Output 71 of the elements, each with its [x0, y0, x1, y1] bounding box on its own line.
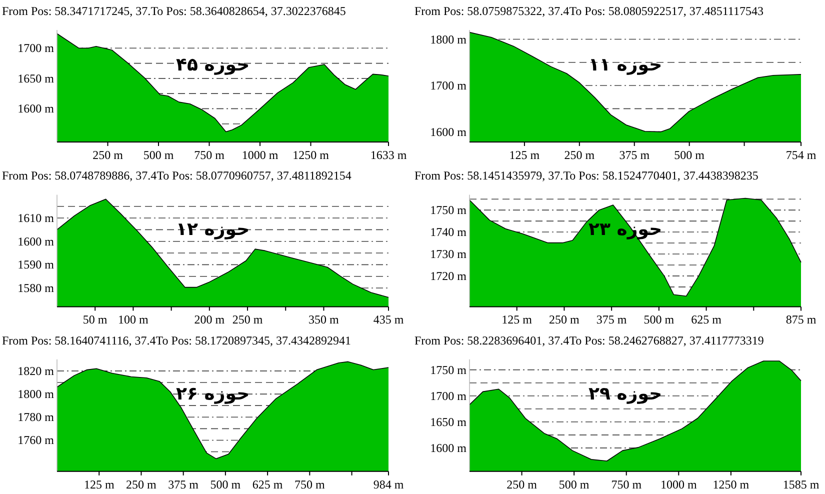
y-tick-label: 1590 m [18, 258, 55, 272]
x-tick-label: 500 m [143, 148, 174, 162]
chart-title: From Pos: 58.1451435979, 37. [414, 168, 564, 183]
x-tick-label: 375 m [168, 477, 200, 492]
x-tick-label: 1000 m [242, 148, 279, 162]
y-tick-label: 1800 m [430, 32, 468, 46]
x-tick-label: 1585 m [782, 477, 820, 492]
y-tick-label: 1820 m [18, 364, 55, 378]
y-tick-label: 1600 m [430, 124, 468, 139]
y-tick-label: 1800 m [18, 387, 55, 402]
y-tick-label: 1750 m [430, 362, 468, 377]
x-tick-label: 750 m [294, 477, 326, 492]
y-tick-label: 1700 m [430, 388, 468, 403]
annotation: حوزه ۲۹ [588, 384, 662, 405]
y-tick-label: 1760 m [18, 433, 55, 448]
x-tick-label: 125 m [84, 477, 115, 492]
x-tick-label: 125 m [509, 148, 540, 162]
x-tick-label: 875 m [786, 312, 817, 327]
x-tick-label: 1250 m [292, 148, 330, 162]
y-tick-label: 1610 m [18, 211, 55, 226]
x-tick-label: 375 m [596, 312, 628, 327]
x-tick-label: 250 m [126, 477, 158, 492]
chart-subtitle: To Pos: 58.2462768827, 37.4117773319 [569, 333, 764, 348]
y-tick-label: 1730 m [430, 246, 468, 261]
x-tick-label: 200 m [194, 312, 226, 327]
chart-subtitle: To Pos: 58.1524770401, 37.4438398235 [563, 168, 758, 183]
chart-title: From Pos: 58.1640741116, 37.4 [2, 333, 156, 348]
x-tick-label: 500 m [644, 312, 675, 327]
x-tick-label: 1633 m [370, 148, 408, 162]
y-tick-label: 1600 m [430, 440, 468, 455]
x-tick-label: 750 m [611, 477, 642, 492]
chart-title: From Pos: 58.0759875322, 37.4 [414, 4, 570, 18]
chart-subtitle: To Pos: 58.3640828654, 37.3022376845 [150, 4, 346, 18]
x-tick-label: 1000 m [660, 477, 698, 492]
x-tick-label: 435 m [373, 312, 404, 327]
x-tick-label: 754 m [786, 148, 817, 162]
x-tick-label: 625 m [252, 477, 284, 492]
x-tick-label: 500 m [210, 477, 242, 492]
chart-title: From Pos: 58.0748789886, 37.4 [2, 168, 157, 183]
y-tick-label: 1780 m [18, 410, 55, 424]
x-tick-label: 350 m [308, 312, 340, 327]
x-tick-label: 500 m [558, 477, 590, 492]
x-tick-label: 250 m [232, 312, 264, 327]
y-tick-label: 1600 m [18, 102, 55, 116]
x-tick-label: 750 m [194, 148, 226, 162]
x-tick-label: 250 m [92, 148, 124, 162]
y-tick-label: 1580 m [18, 281, 55, 296]
x-tick-label: 625 m [691, 312, 722, 327]
x-tick-label: 984 m [373, 477, 404, 492]
x-tick-label: 50 m [82, 312, 108, 327]
x-tick-label: 100 m [118, 312, 150, 327]
y-tick-label: 1740 m [430, 225, 468, 240]
y-tick-label: 1650 m [430, 414, 468, 429]
x-tick-label: 375 m [619, 148, 650, 162]
x-tick-label: 250 m [506, 477, 538, 492]
x-tick-label: 250 m [549, 312, 580, 327]
x-tick-label: 250 m [564, 148, 596, 162]
x-tick-label: 500 m [674, 148, 706, 162]
chart-title: From Pos: 58.3471717245, 37. [2, 4, 151, 18]
y-tick-label: 1750 m [430, 203, 468, 218]
chart-title: From Pos: 58.2283696401, 37.4 [414, 333, 570, 348]
chart-subtitle: To Pos: 58.1720897345, 37.4342892941 [156, 333, 351, 348]
chart-subtitle: To Pos: 58.0770960757, 37.4811892154 [156, 168, 352, 183]
y-tick-label: 1700 m [18, 41, 55, 56]
chart-subtitle: To Pos: 58.0805922517, 37.4851117543 [569, 4, 764, 18]
y-tick-label: 1650 m [18, 71, 55, 86]
y-tick-label: 1720 m [430, 268, 468, 283]
x-tick-label: 1250 m [712, 477, 750, 492]
y-tick-label: 1600 m [18, 234, 55, 248]
x-tick-label: 125 m [502, 312, 533, 327]
y-tick-label: 1700 m [430, 78, 468, 93]
